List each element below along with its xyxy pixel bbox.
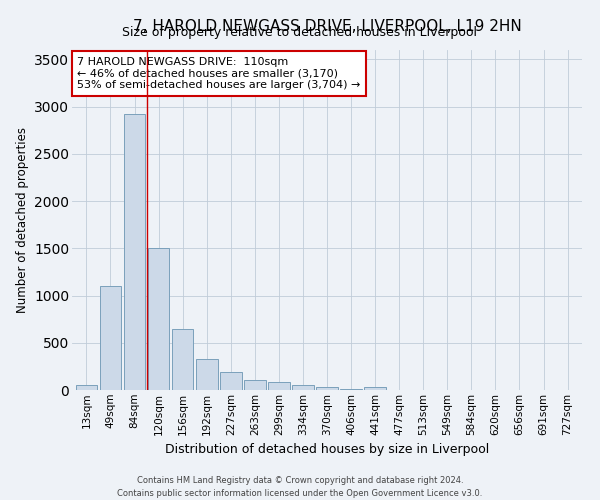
Bar	[76, 385, 97, 390]
Bar	[172, 328, 193, 390]
Bar	[244, 380, 266, 390]
Bar	[148, 248, 169, 390]
Bar	[100, 286, 121, 390]
Text: 7 HAROLD NEWGASS DRIVE:  110sqm
← 46% of detached houses are smaller (3,170)
53%: 7 HAROLD NEWGASS DRIVE: 110sqm ← 46% of …	[77, 57, 361, 90]
Title: 7, HAROLD NEWGASS DRIVE, LIVERPOOL, L19 2HN: 7, HAROLD NEWGASS DRIVE, LIVERPOOL, L19 …	[133, 18, 521, 34]
X-axis label: Distribution of detached houses by size in Liverpool: Distribution of detached houses by size …	[165, 443, 489, 456]
Bar	[196, 359, 218, 390]
Text: Contains HM Land Registry data © Crown copyright and database right 2024.
Contai: Contains HM Land Registry data © Crown c…	[118, 476, 482, 498]
Bar	[340, 389, 362, 390]
Bar	[364, 388, 386, 390]
Bar	[316, 386, 338, 390]
Bar	[220, 372, 242, 390]
Y-axis label: Number of detached properties: Number of detached properties	[16, 127, 29, 313]
Bar	[292, 385, 314, 390]
Bar	[268, 382, 290, 390]
Text: Size of property relative to detached houses in Liverpool: Size of property relative to detached ho…	[122, 26, 478, 39]
Bar	[124, 114, 145, 390]
